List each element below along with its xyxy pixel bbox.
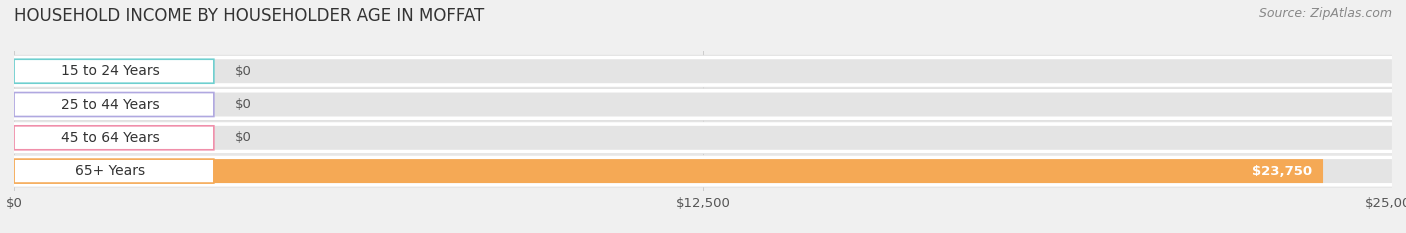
Text: Source: ZipAtlas.com: Source: ZipAtlas.com (1258, 7, 1392, 20)
FancyBboxPatch shape (13, 89, 1393, 120)
Text: 15 to 24 Years: 15 to 24 Years (60, 64, 159, 78)
Text: $0: $0 (235, 65, 252, 78)
Text: $0: $0 (235, 131, 252, 144)
FancyBboxPatch shape (14, 59, 214, 83)
FancyBboxPatch shape (14, 159, 1392, 183)
FancyBboxPatch shape (14, 159, 214, 183)
Text: 45 to 64 Years: 45 to 64 Years (60, 131, 159, 145)
FancyBboxPatch shape (14, 126, 1392, 150)
FancyBboxPatch shape (13, 122, 1393, 154)
FancyBboxPatch shape (13, 155, 1393, 187)
Text: 65+ Years: 65+ Years (75, 164, 145, 178)
FancyBboxPatch shape (14, 93, 1392, 116)
Text: $23,750: $23,750 (1251, 164, 1312, 178)
FancyBboxPatch shape (14, 59, 1392, 83)
FancyBboxPatch shape (14, 159, 1323, 183)
Text: 25 to 44 Years: 25 to 44 Years (60, 98, 159, 112)
FancyBboxPatch shape (14, 93, 214, 116)
Text: HOUSEHOLD INCOME BY HOUSEHOLDER AGE IN MOFFAT: HOUSEHOLD INCOME BY HOUSEHOLDER AGE IN M… (14, 7, 484, 25)
FancyBboxPatch shape (13, 55, 1393, 87)
FancyBboxPatch shape (14, 126, 214, 150)
Text: $0: $0 (235, 98, 252, 111)
